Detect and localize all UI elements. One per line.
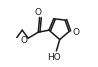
Text: HO: HO — [48, 53, 61, 62]
Text: O: O — [20, 36, 27, 45]
Text: O: O — [34, 8, 41, 17]
Text: O: O — [73, 28, 80, 37]
